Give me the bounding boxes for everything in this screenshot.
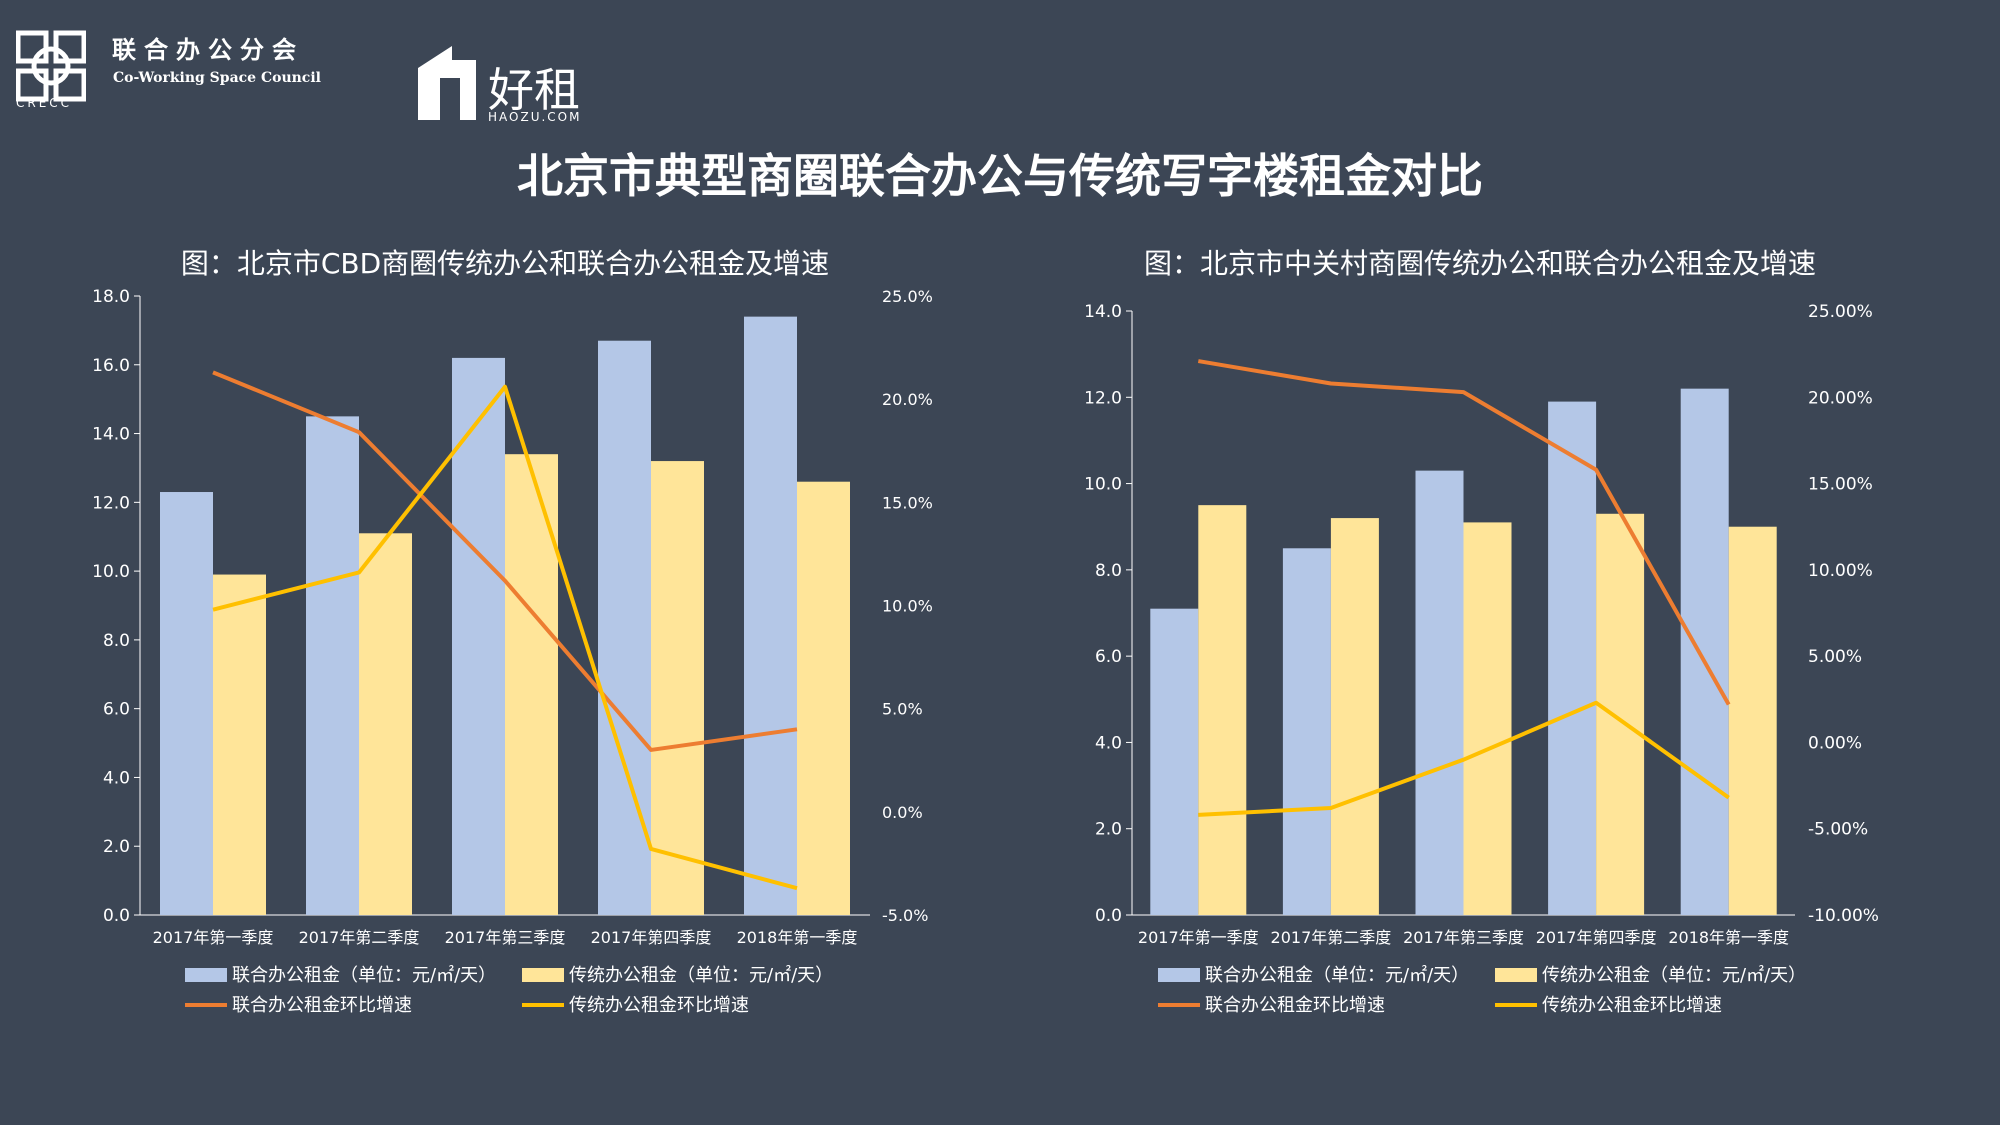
y-tick-label: 6.0 (103, 700, 130, 720)
bar-cowork (160, 492, 213, 915)
category-label: 2017年第三季度 (1403, 928, 1524, 947)
y-tick-label: 18.0 (92, 287, 130, 307)
council-name-en: Co-Working Space Council (113, 70, 321, 86)
y2-tick-label: 25.0% (882, 287, 933, 306)
y-tick-label: 12.0 (92, 493, 130, 513)
bar-cowork (1282, 548, 1331, 915)
bar-traditional (213, 574, 266, 915)
bar-cowork (744, 316, 797, 916)
y-tick-label: 10.0 (1084, 475, 1122, 495)
y2-tick-label: 10.00% (1808, 561, 1873, 581)
category-label: 2017年第二季度 (299, 928, 420, 947)
y2-tick-label: 0.00% (1808, 733, 1862, 753)
legend-swatch-bar (1158, 968, 1200, 982)
category-label: 2017年第一季度 (1138, 928, 1259, 947)
y2-tick-label: 20.00% (1808, 388, 1873, 408)
category-label: 2017年第二季度 (1271, 928, 1392, 947)
y-tick-label: 6.0 (1095, 647, 1122, 667)
category-label: 2018年第一季度 (737, 928, 858, 947)
category-label: 2017年第三季度 (445, 928, 566, 947)
category-label: 2018年第一季度 (1668, 928, 1789, 947)
bar-cowork (452, 357, 505, 915)
chart-title: 图：北京市中关村商圈传统办公和联合办公租金及增速 (1144, 247, 1816, 280)
category-label: 2017年第四季度 (591, 928, 712, 947)
y-tick-label: 4.0 (103, 768, 130, 788)
crecc-abbr: CRECC (16, 96, 73, 110)
y-tick-label: 0.0 (1095, 906, 1122, 926)
bar-traditional (359, 533, 412, 915)
y2-tick-label: -5.0% (882, 906, 928, 925)
y-tick-label: 4.0 (1095, 733, 1122, 753)
y2-tick-label: 25.00% (1808, 302, 1873, 322)
council-name-cn: 联合办公分会 (112, 35, 304, 64)
y-tick-label: 14.0 (1084, 302, 1122, 322)
y2-tick-label: 5.0% (882, 700, 923, 719)
line-traditional-growth (1198, 700, 1730, 817)
y-tick-label: 8.0 (1095, 561, 1122, 581)
y2-tick-label: 5.00% (1808, 647, 1862, 667)
y2-tick-label: 20.0% (882, 390, 933, 409)
legend-label: 传统办公租金环比增速 (1542, 995, 1722, 1016)
y-tick-label: 10.0 (92, 562, 130, 582)
bar-traditional (651, 461, 704, 915)
y-tick-label: 8.0 (103, 631, 130, 651)
bar-cowork (1150, 608, 1199, 915)
y2-tick-label: 10.0% (882, 597, 933, 616)
bar-traditional (1198, 505, 1247, 915)
bar-traditional (797, 481, 850, 915)
y2-tick-label: 15.00% (1808, 475, 1873, 495)
bar-traditional (1330, 518, 1379, 915)
bar-cowork (1548, 401, 1597, 916)
y-tick-label: 12.0 (1084, 388, 1122, 408)
legend-label: 联合办公租金（单位：元/㎡/天） (232, 964, 496, 986)
page-title: 北京市典型商圈联合办公与传统写字楼租金对比 (517, 149, 1483, 203)
legend: 联合办公租金（单位：元/㎡/天） 传统办公租金（单位：元/㎡/天） 联合办公租金环比… (1158, 964, 1806, 1016)
line-traditional-growth (212, 384, 798, 891)
bar-cowork (1680, 388, 1729, 916)
haozu-name-en: HAOZU.COM (488, 110, 582, 124)
y2-tick-label: 0.0% (882, 803, 923, 822)
chart-1: 图：北京市CBD商圈传统办公和联合办公租金及增速 0.0 2.0 4.0 6.0 8.0 1… (92, 247, 933, 1016)
y2-tick-label: -5.00% (1808, 820, 1868, 840)
legend-swatch-bar (1495, 968, 1537, 982)
bar-traditional (1728, 526, 1777, 915)
bar-cowork (306, 416, 359, 915)
haozu-building-icon (418, 46, 476, 120)
chart-2: 图：北京市中关村商圈传统办公和联合办公租金及增速 0.0 2.0 4.0 6.0 8.0 1… (1084, 247, 1879, 1016)
legend-swatch-bar (522, 968, 564, 982)
legend-label: 传统办公租金环比增速 (569, 995, 749, 1016)
legend-label: 联合办公租金环比增速 (1205, 995, 1385, 1016)
y-tick-label: 16.0 (92, 356, 130, 376)
y-tick-label: 2.0 (103, 837, 130, 857)
legend-label: 传统办公租金（单位：元/㎡/天） (569, 964, 833, 986)
category-label: 2017年第一季度 (153, 928, 274, 947)
y2-tick-label: 15.0% (882, 493, 933, 512)
legend: 联合办公租金（单位：元/㎡/天） 传统办公租金（单位：元/㎡/天） 联合办公租金环比… (185, 964, 833, 1016)
bar-cowork (1415, 470, 1464, 915)
category-label: 2017年第四季度 (1536, 928, 1657, 947)
bar-traditional (1596, 513, 1645, 915)
legend-label: 联合办公租金环比增速 (232, 995, 412, 1016)
haozu-name-cn: 好租 (488, 63, 580, 117)
crecc-logo-icon (16, 30, 86, 102)
line-cowork-growth (212, 370, 798, 752)
y-tick-label: 14.0 (92, 425, 130, 445)
bar-traditional (1463, 522, 1512, 915)
y-tick-label: 2.0 (1095, 820, 1122, 840)
y-tick-label: 0.0 (103, 906, 130, 926)
legend-swatch-bar (185, 968, 227, 982)
legend-label: 传统办公租金（单位：元/㎡/天） (1542, 964, 1806, 986)
line-cowork-growth (1197, 359, 1731, 706)
legend-label: 联合办公租金（单位：元/㎡/天） (1205, 964, 1469, 986)
chart-title: 图：北京市CBD商圈传统办公和联合办公租金及增速 (181, 247, 829, 280)
y2-tick-label: -10.00% (1808, 906, 1879, 926)
